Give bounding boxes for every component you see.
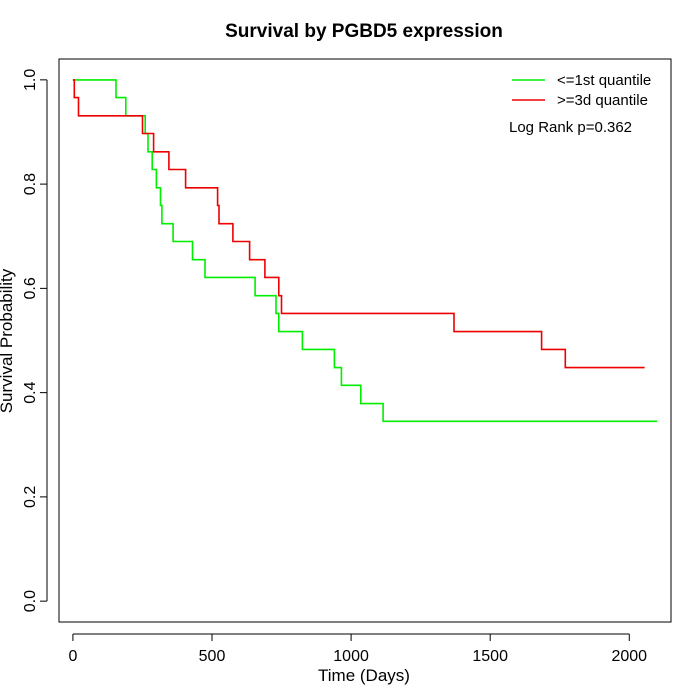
y-tick-label: 0.6 <box>22 277 39 299</box>
x-tick-label: 1500 <box>472 648 508 665</box>
x-tick-label: 0 <box>68 648 77 665</box>
x-tick-label: 2000 <box>611 648 647 665</box>
y-tick-label: 0.8 <box>22 173 39 195</box>
legend-label-1: <=1st quantile <box>557 72 651 89</box>
y-tick-label: 0.4 <box>22 381 39 403</box>
x-axis: 0 500 1000 1500 2000 <box>68 633 647 665</box>
legend: <=1st quantile >=3d quantile <box>512 72 651 109</box>
log-rank-annotation: Log Rank p=0.362 <box>509 119 632 136</box>
x-axis-label: Time (Days) <box>318 666 410 685</box>
series-layer <box>72 79 658 423</box>
y-axis-label: Survival Probability <box>0 268 16 413</box>
plot-frame <box>58 58 672 623</box>
legend-label-2: >=3d quantile <box>557 92 648 109</box>
survival-curve-2 <box>72 79 645 369</box>
y-axis: 0.0 0.2 0.4 0.6 0.8 1.0 <box>22 69 48 612</box>
y-tick-label: 1.0 <box>22 69 39 91</box>
x-tick-label: 500 <box>199 648 226 665</box>
y-tick-label: 0.0 <box>22 590 39 612</box>
y-tick-label: 0.2 <box>22 486 39 508</box>
x-tick-label: 1000 <box>333 648 369 665</box>
survival-curve-1 <box>72 79 658 423</box>
chart-title: Survival by PGBD5 expression <box>225 21 503 42</box>
